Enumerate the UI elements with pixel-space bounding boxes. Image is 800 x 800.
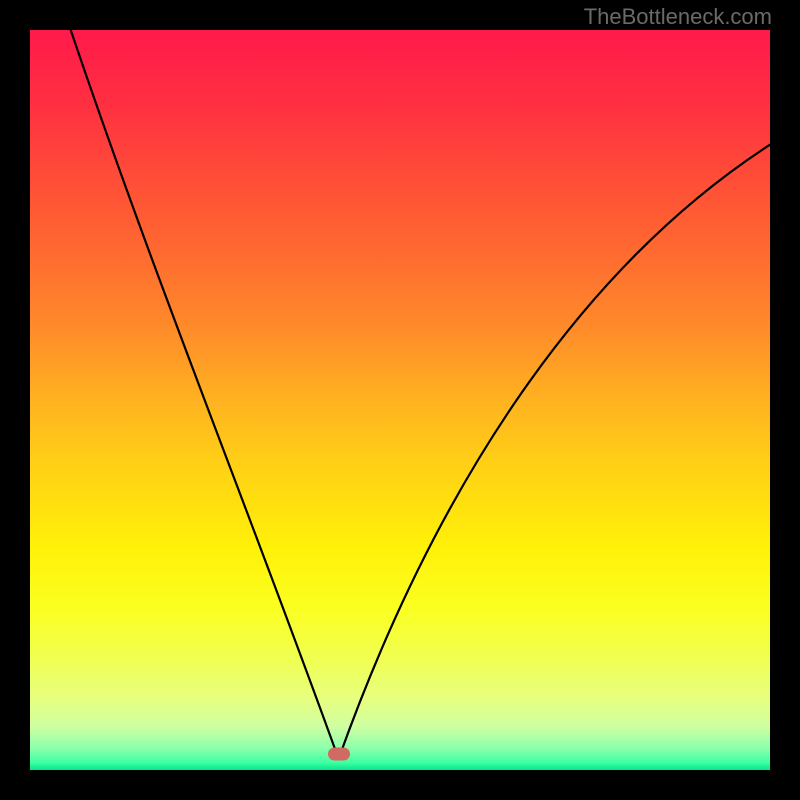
chart-frame: TheBottleneck.com [0, 0, 800, 800]
gradient-plot-area [30, 30, 770, 770]
apex-marker [328, 747, 350, 760]
watermark-text: TheBottleneck.com [584, 4, 772, 30]
